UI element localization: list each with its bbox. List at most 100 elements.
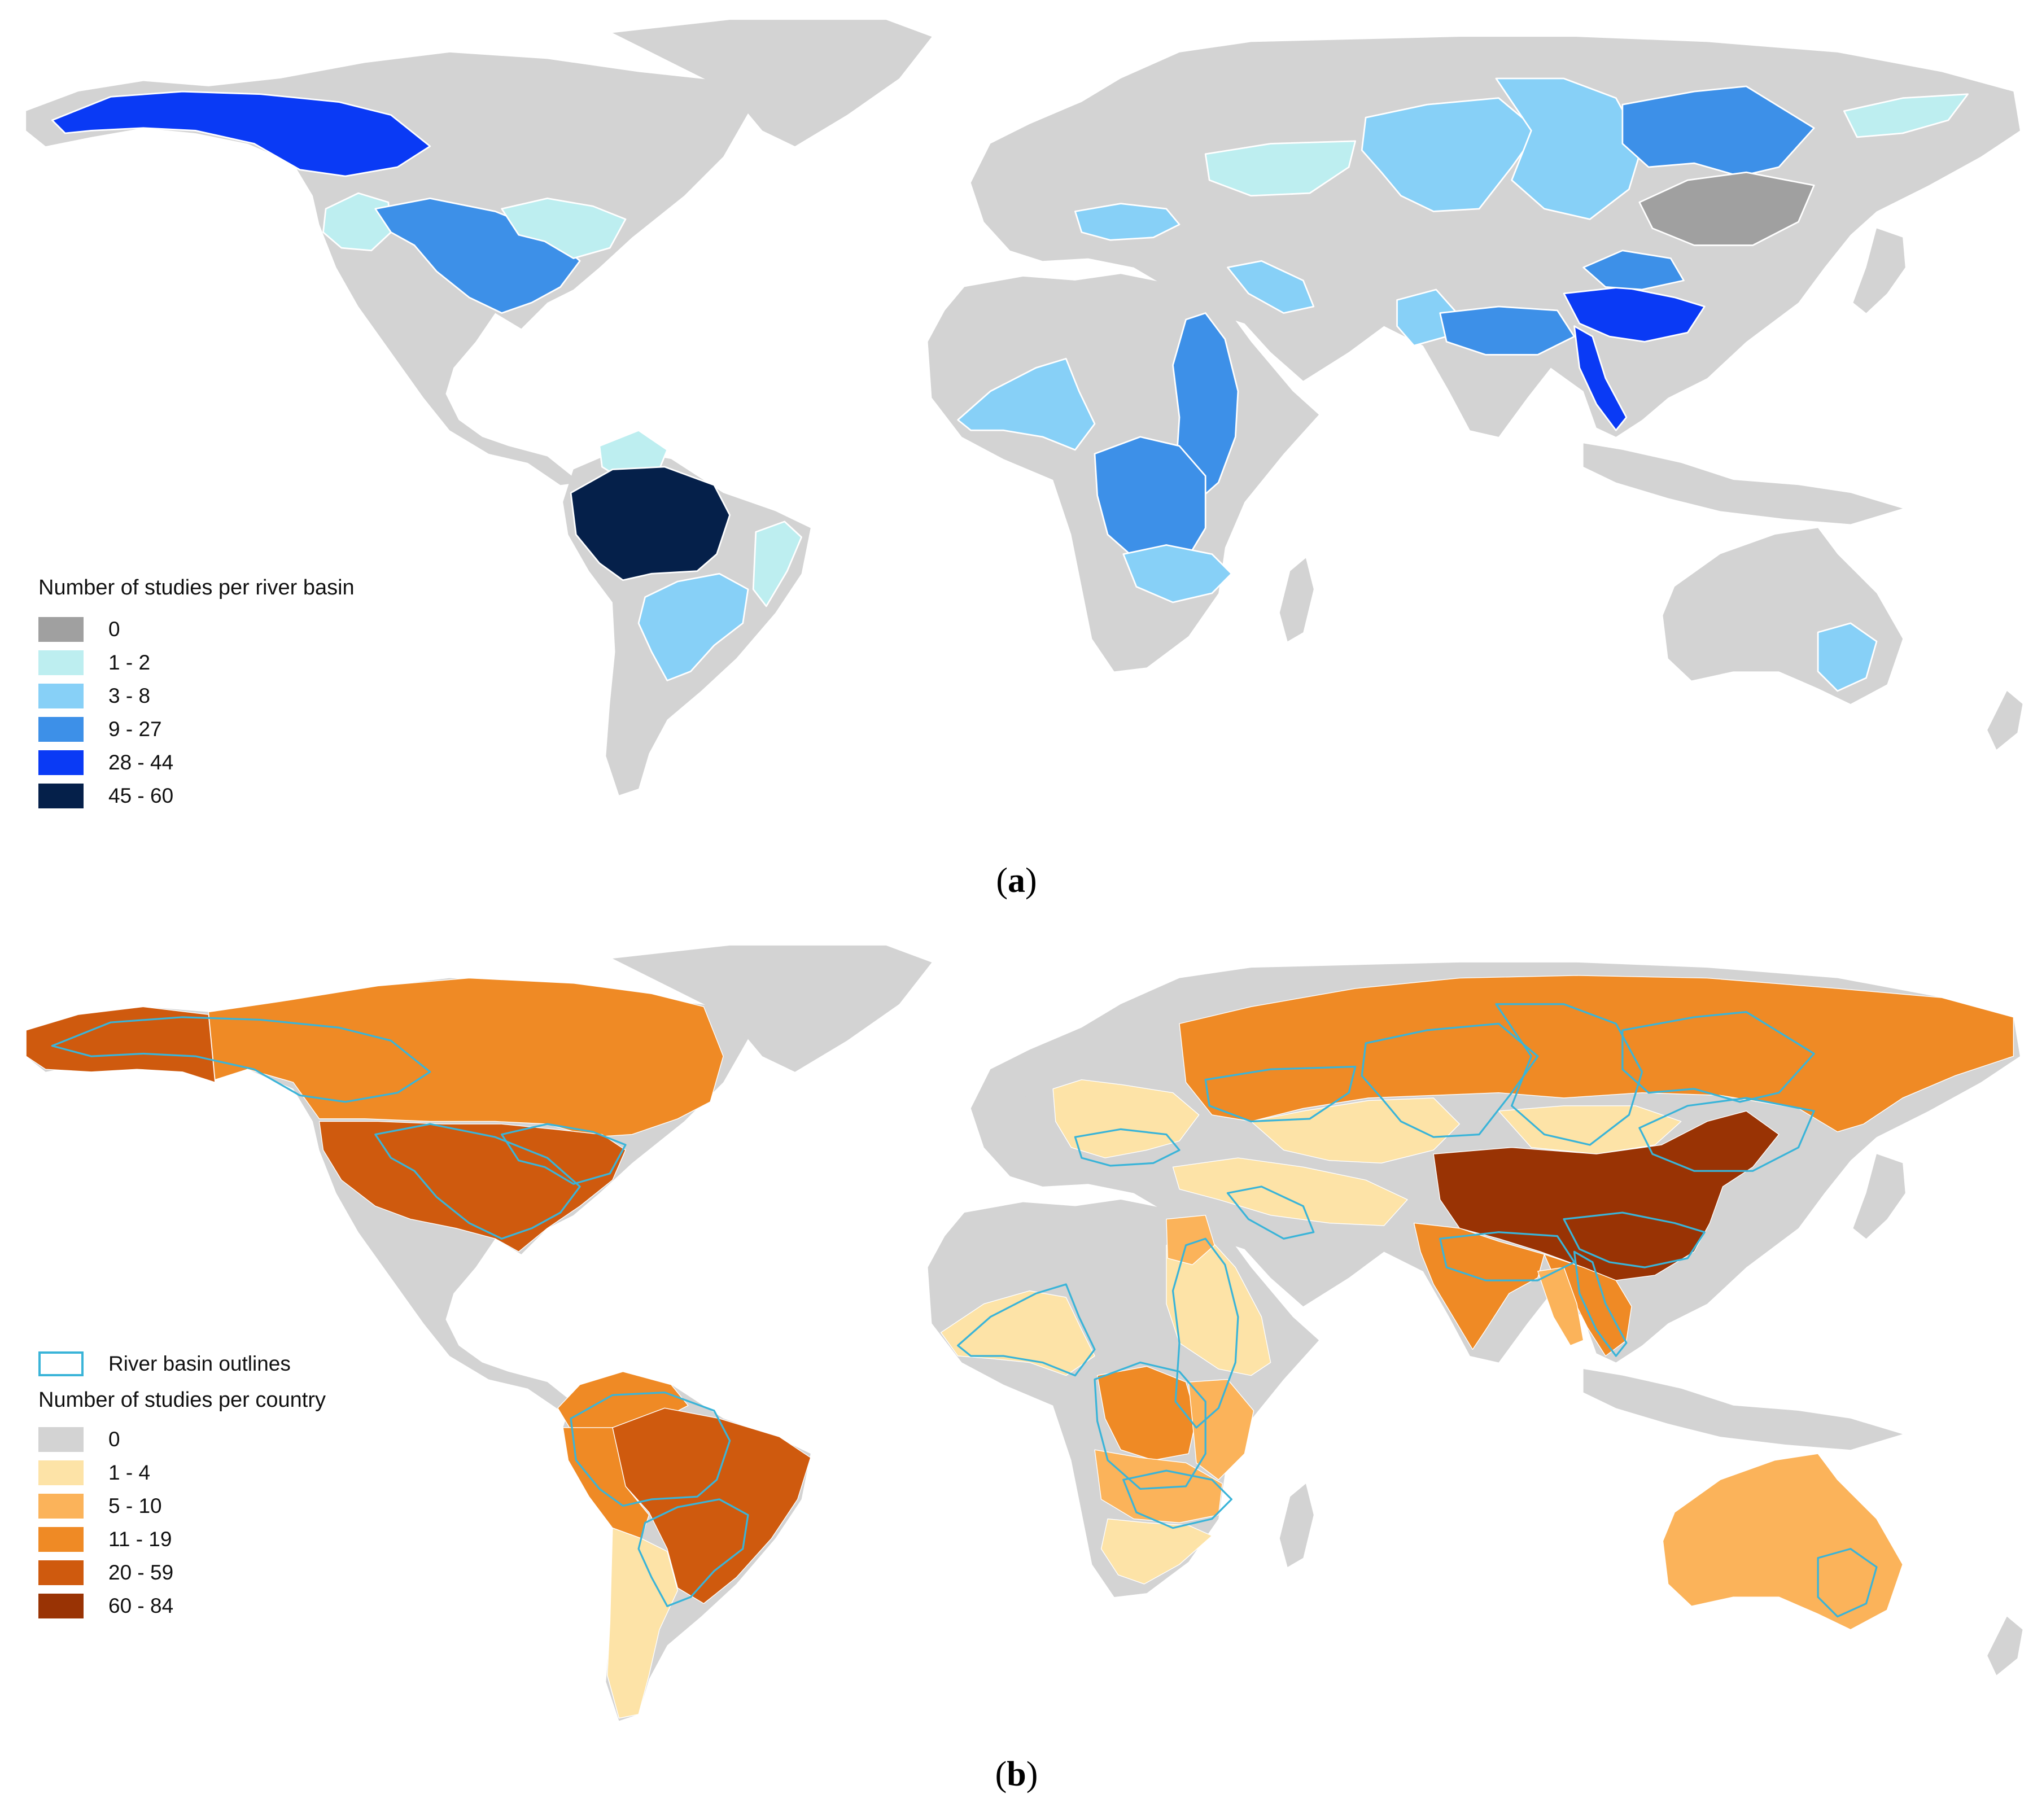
basin-legend-swatch	[38, 750, 84, 775]
basin-outline	[1621, 1010, 1815, 1103]
basin-columbia	[322, 192, 392, 252]
basin-yenisei	[1495, 77, 1643, 220]
basin-outline	[957, 1283, 1096, 1377]
basin-legend-item: 28 - 44	[38, 746, 355, 779]
legend-title-b: Number of studies per country	[38, 1388, 326, 1412]
country-drc	[1096, 1366, 1197, 1461]
land-greenland	[612, 945, 932, 1072]
outline-legend-label: River basin outlines	[108, 1351, 291, 1375]
basin-niger	[957, 357, 1096, 451]
country-legend-label: 0	[108, 1427, 120, 1451]
country-legend-swatch	[38, 1460, 84, 1485]
basin-kolyma	[1843, 93, 1969, 138]
caption-b: (b)	[995, 1755, 1038, 1793]
land-new-zealand	[1987, 690, 2023, 750]
country-legend-label: 60 - 84	[108, 1594, 174, 1617]
country-china	[1433, 1110, 1780, 1281]
basin-nile	[1172, 312, 1239, 503]
basin-volga	[1204, 140, 1357, 197]
country-argentina-chile	[606, 1527, 679, 1719]
basin-outline	[1573, 1250, 1628, 1357]
country-legend-label: 5 - 10	[108, 1494, 162, 1517]
basin-legend-label: 9 - 27	[108, 717, 162, 741]
outline-swatch	[38, 1351, 84, 1376]
caption-a: (a)	[996, 861, 1037, 900]
basin-outline	[1638, 1097, 1815, 1172]
basin-outline	[1094, 1361, 1206, 1490]
country-europe	[1052, 1079, 1200, 1158]
basin-legend-swatch	[38, 716, 84, 742]
basin-outline	[1122, 1469, 1232, 1529]
basin-yangtze	[1563, 286, 1706, 343]
basin-legend-swatch	[38, 650, 84, 675]
country-egypt	[1166, 1214, 1216, 1266]
country-legend-item: 0	[38, 1423, 326, 1456]
basin-outline	[501, 1123, 627, 1185]
country-west-africa	[940, 1290, 1095, 1376]
basin-mekong	[1573, 325, 1628, 431]
country-legend-item: 11 - 19	[38, 1523, 326, 1556]
basin-legend-swatch	[38, 616, 84, 642]
basin-amur	[1638, 171, 1815, 246]
land-indonesia	[1583, 443, 1903, 524]
basin-legend-label: 28 - 44	[108, 750, 174, 774]
country-legend-label: 11 - 19	[108, 1527, 172, 1551]
legend-panel-a: Number of studies per river basin 0 1 - 2…	[38, 576, 355, 812]
basin-legend-item: 0	[38, 613, 355, 646]
country-alaska	[25, 1006, 216, 1083]
land-indonesia	[1583, 1369, 1903, 1450]
basin-tigris-euphrates	[1227, 260, 1315, 314]
basin-zambezi	[1122, 544, 1232, 603]
basin-yukon	[51, 90, 431, 177]
basin-legend-item: 1 - 2	[38, 646, 355, 679]
basin-sao-francisco	[752, 520, 803, 607]
caption-letter-a: a	[1008, 861, 1025, 900]
land-north-america	[26, 52, 750, 485]
country-legend-swatch	[38, 1593, 84, 1618]
basin-outline	[1204, 1065, 1357, 1123]
country-middle-east	[1172, 1157, 1408, 1226]
panel-b: River basin outlines Number of studies p…	[0, 926, 2033, 1820]
basin-outline	[637, 1498, 749, 1607]
country-legend-label: 20 - 59	[108, 1560, 174, 1584]
country-legend-item: 5 - 10	[38, 1489, 326, 1523]
basin-st-lawrence	[501, 198, 627, 259]
caption-letter-b: b	[1007, 1755, 1026, 1793]
basin-outline	[570, 1392, 731, 1507]
land-uk	[1000, 1062, 1030, 1109]
country-legend-item: 20 - 59	[38, 1556, 326, 1589]
basin-legend-swatch	[38, 783, 84, 808]
basin-ganges	[1439, 305, 1575, 356]
country-australia	[1662, 1453, 1903, 1630]
basin-lena	[1621, 85, 1815, 177]
basin-legend-item: 3 - 8	[38, 679, 355, 712]
basin-legend-item: 9 - 27	[38, 712, 355, 746]
basin-parana	[637, 572, 749, 681]
country-russia	[1179, 975, 2014, 1132]
panel-a: Number of studies per river basin 0 1 - 2…	[26, 20, 2023, 900]
land-madagascar	[1279, 1484, 1314, 1567]
basin-yellow	[1582, 250, 1685, 291]
map-panel-a	[26, 20, 2023, 795]
outline-legend-item: River basin outlines	[38, 1347, 326, 1380]
country-legend-swatch	[38, 1526, 84, 1552]
country-legend-swatch	[38, 1427, 84, 1452]
country-india	[1413, 1222, 1545, 1350]
basin-outline	[51, 1016, 431, 1103]
basin-legend-swatch	[38, 683, 84, 708]
land-madagascar	[1279, 558, 1314, 642]
basin-legend-item: 45 - 60	[38, 779, 355, 812]
country-canada	[208, 977, 724, 1138]
land-uk	[1000, 137, 1030, 183]
basin-amazon	[570, 466, 731, 581]
legend-title-a: Number of studies per river basin	[38, 576, 355, 600]
country-legend-item: 60 - 84	[38, 1589, 326, 1622]
basin-outline	[1226, 1185, 1315, 1240]
country-mongolia	[1498, 1105, 1682, 1154]
land-japan	[1853, 1154, 1905, 1239]
land-greenland	[612, 20, 932, 147]
country-legend-swatch	[38, 1560, 84, 1585]
country-legend-item: 1 - 4	[38, 1456, 326, 1489]
country-legend-label: 1 - 4	[108, 1460, 151, 1484]
basin-legend-label: 0	[108, 617, 120, 641]
